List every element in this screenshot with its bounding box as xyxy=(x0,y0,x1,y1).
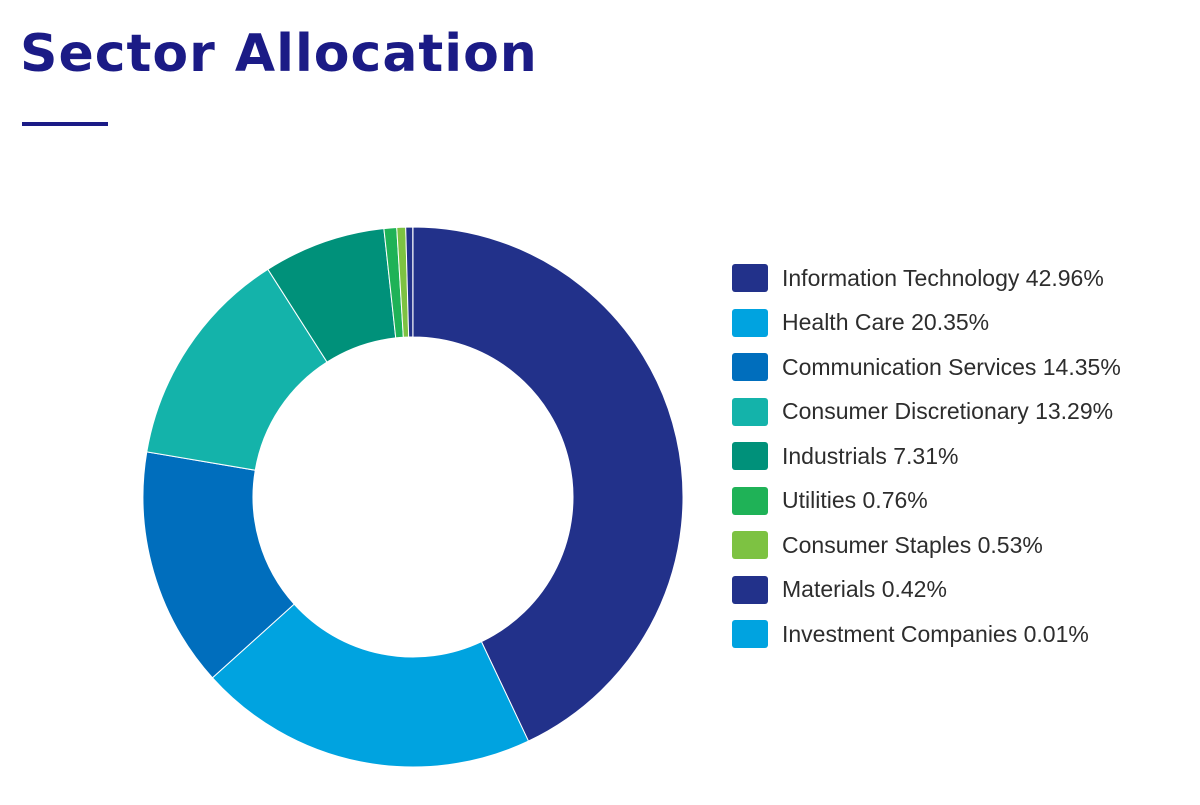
donut-slice-health-care xyxy=(211,603,530,768)
legend-label: Consumer Staples 0.53% xyxy=(782,531,1043,558)
legend-item: Consumer Discretionary 13.29% xyxy=(732,390,1121,435)
legend-label: Consumer Discretionary 13.29% xyxy=(782,398,1114,425)
legend-swatch xyxy=(732,397,768,426)
legend-item: Information Technology 42.96% xyxy=(732,256,1121,301)
legend-label: Communication Services 14.35% xyxy=(782,353,1121,380)
chart-legend: Information Technology 42.96% Health Care… xyxy=(732,256,1121,657)
legend-swatch xyxy=(732,531,768,560)
legend-item: Health Care 20.35% xyxy=(732,301,1121,346)
title-underline xyxy=(22,122,108,126)
legend-label: Utilities 0.76% xyxy=(782,487,928,514)
legend-label: Information Technology 42.96% xyxy=(782,264,1104,291)
legend-label: Health Care 20.35% xyxy=(782,309,990,336)
page-title: Sector Allocation xyxy=(20,24,538,84)
legend-label: Materials 0.42% xyxy=(782,576,947,603)
legend-item: Utilities 0.76% xyxy=(732,479,1121,524)
legend-swatch xyxy=(732,308,768,337)
legend-swatch xyxy=(732,264,768,293)
legend-item: Investment Companies 0.01% xyxy=(732,612,1121,657)
legend-item: Industrials 7.31% xyxy=(732,434,1121,479)
legend-swatch xyxy=(732,353,768,382)
legend-label: Investment Companies 0.01% xyxy=(782,620,1089,647)
legend-swatch xyxy=(732,620,768,649)
legend-item: Materials 0.42% xyxy=(732,568,1121,613)
legend-item: Communication Services 14.35% xyxy=(732,345,1121,390)
legend-label: Industrials 7.31% xyxy=(782,442,959,469)
legend-swatch xyxy=(732,442,768,471)
legend-swatch xyxy=(732,575,768,604)
donut-slice-information-technology xyxy=(412,226,684,742)
legend-swatch xyxy=(732,486,768,515)
legend-item: Consumer Staples 0.53% xyxy=(732,523,1121,568)
